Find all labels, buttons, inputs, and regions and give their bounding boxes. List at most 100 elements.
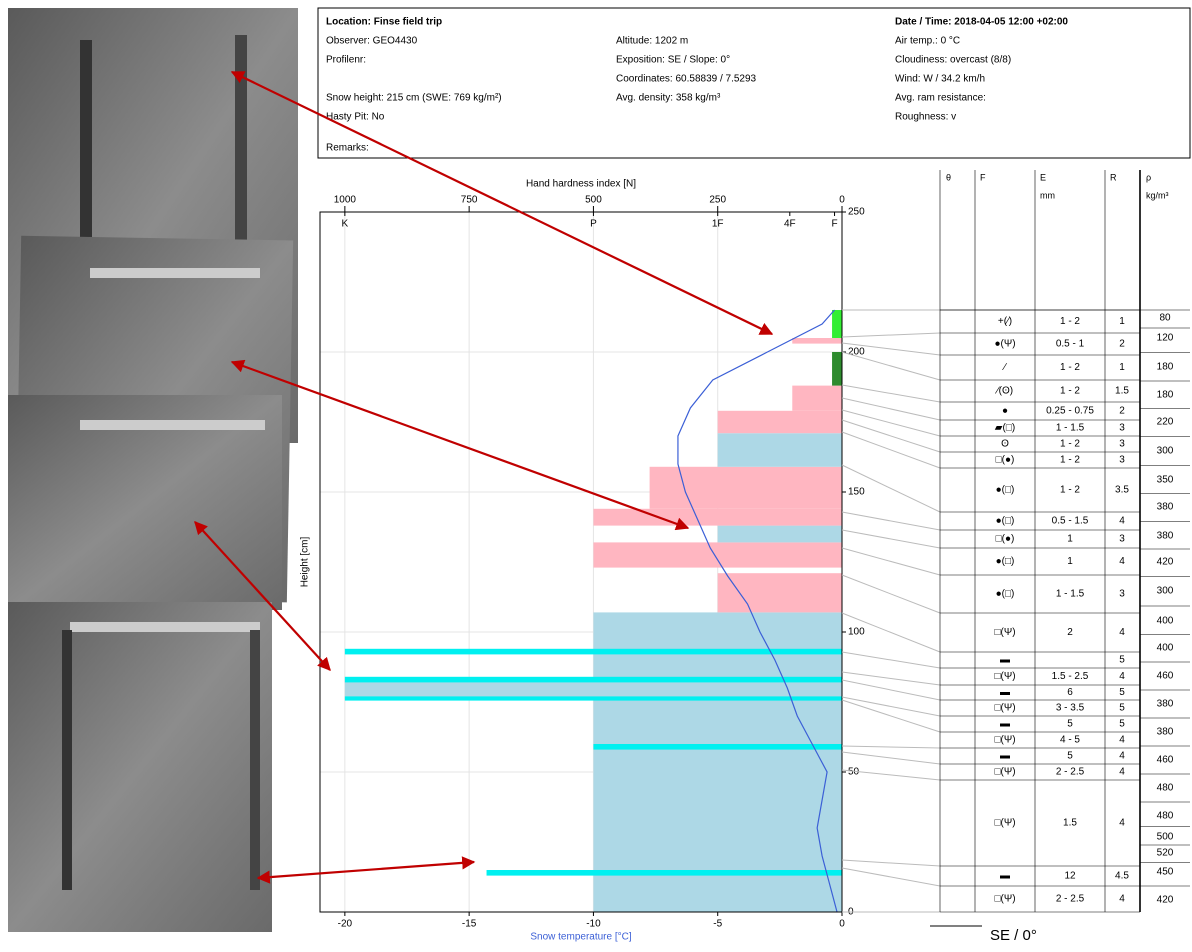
hardness-tick-label: F xyxy=(831,219,837,230)
table-cell: □(Ψ) xyxy=(994,735,1015,746)
density-cell: 420 xyxy=(1157,895,1174,906)
connector xyxy=(842,548,940,575)
density-cell: 80 xyxy=(1159,313,1171,324)
connector xyxy=(842,652,940,668)
x2-tick-label: 0 xyxy=(839,195,845,206)
x2-tick-label: 500 xyxy=(585,195,602,206)
table-cell: 2 xyxy=(1067,627,1073,638)
header-field: Profilenr: xyxy=(326,55,366,66)
table-cell: 1 - 1.5 xyxy=(1056,589,1085,600)
table-cell: 5 xyxy=(1067,719,1073,730)
x2-tick-label: 750 xyxy=(461,195,478,206)
table-cell: 1 - 2 xyxy=(1060,455,1080,466)
table-cell: 1.5 - 2.5 xyxy=(1052,671,1089,682)
snow-layer xyxy=(593,612,842,912)
table-cell: 4 xyxy=(1119,767,1125,778)
table-cell: 1 - 2 xyxy=(1060,386,1080,397)
table-cell: ▬ xyxy=(1000,751,1010,762)
table-header: mm xyxy=(1040,190,1055,200)
density-cell: 400 xyxy=(1157,643,1174,654)
header-field: Cloudiness: overcast (8/8) xyxy=(895,55,1011,66)
table-cell: ●(□) xyxy=(996,516,1015,527)
header-field: Avg. ram resistance: xyxy=(895,93,986,104)
table-cell: 2 xyxy=(1119,339,1125,350)
density-cell: 520 xyxy=(1157,848,1174,859)
hardness-tick-label: 4F xyxy=(784,219,796,230)
x2-axis-title: Hand hardness index [N] xyxy=(526,179,636,190)
aspect-label: SE / 0° xyxy=(990,927,1037,944)
table-cell: 1.5 xyxy=(1063,818,1077,829)
table-cell: 1 - 1.5 xyxy=(1056,423,1085,434)
connector xyxy=(842,512,940,530)
snow-layer xyxy=(593,744,842,750)
photo xyxy=(8,602,272,932)
table-header: kg/m³ xyxy=(1146,190,1169,200)
header-field: Altitude: 1202 m xyxy=(616,36,688,47)
table-cell: 3 xyxy=(1119,439,1125,450)
table-cell: □(●) xyxy=(996,534,1015,545)
table-header: F xyxy=(980,172,986,182)
density-cell: 300 xyxy=(1157,446,1174,457)
snow-layer xyxy=(718,411,842,433)
table-cell: 2 - 2.5 xyxy=(1056,767,1085,778)
table-cell: 4 xyxy=(1119,894,1125,905)
photo-frame xyxy=(90,268,260,278)
table-cell: □(●) xyxy=(996,455,1015,466)
density-cell: 480 xyxy=(1157,811,1174,822)
density-cell: 420 xyxy=(1157,557,1174,568)
connector xyxy=(842,420,940,452)
table-cell: □(Ψ) xyxy=(994,671,1015,682)
hardness-tick-label: P xyxy=(590,219,597,230)
snow-layer xyxy=(718,526,842,543)
table-cell: ʘ xyxy=(1001,439,1009,450)
connector xyxy=(842,697,940,716)
connector xyxy=(842,352,940,380)
header-field: Wind: W / 34.2 km/h xyxy=(895,74,985,85)
photos xyxy=(8,8,298,932)
table-cell: 4 xyxy=(1119,627,1125,638)
header-field: Air temp.: 0 °C xyxy=(895,36,960,47)
table-cell: 2 - 2.5 xyxy=(1056,894,1085,905)
table-cell: 3 xyxy=(1119,455,1125,466)
connector xyxy=(842,385,940,402)
connector xyxy=(842,410,940,436)
connector xyxy=(842,860,940,866)
table-header: θ xyxy=(946,172,951,182)
header-field: Date / Time: 2018-04-05 12:00 +02:00 xyxy=(895,17,1068,28)
table-cell: 5 xyxy=(1119,687,1125,698)
table-cell: 1.5 xyxy=(1115,386,1129,397)
snow-layer xyxy=(792,386,842,411)
snow-layer xyxy=(792,338,842,344)
table-cell: 4.5 xyxy=(1115,871,1129,882)
photo-ruler xyxy=(250,630,260,890)
table-cell: 4 xyxy=(1119,516,1125,527)
density-cell: 180 xyxy=(1157,390,1174,401)
y-tick-label: 100 xyxy=(848,627,865,638)
table-cell: 0.5 - 1.5 xyxy=(1052,516,1089,527)
connector xyxy=(842,700,940,732)
table-cell: +(∕) xyxy=(998,316,1012,327)
x-tick-label: -20 xyxy=(338,919,353,930)
table-cell: ▬ xyxy=(1000,719,1010,730)
density-cell: 380 xyxy=(1157,531,1174,542)
snow-layer xyxy=(650,467,842,509)
table-cell: □(Ψ) xyxy=(994,767,1015,778)
snow-layer xyxy=(832,352,842,386)
table-cell: 2 xyxy=(1119,406,1125,417)
density-cell: 120 xyxy=(1157,333,1174,344)
snow-layer xyxy=(345,680,842,700)
density-cell: 450 xyxy=(1157,867,1174,878)
y-axis-title: Height [cm] xyxy=(300,536,311,587)
arrow xyxy=(258,862,474,878)
table-cell: ▬ xyxy=(1000,655,1010,666)
snow-layer xyxy=(593,542,842,567)
header-field: Observer: GEO4430 xyxy=(326,36,418,47)
connector xyxy=(842,746,940,748)
y-tick-label: 50 xyxy=(848,767,860,778)
table-cell: 1 xyxy=(1119,362,1125,373)
x-tick-label: -10 xyxy=(586,919,601,930)
table-cell: ∕(ʘ) xyxy=(994,386,1013,397)
photo-frame xyxy=(70,622,260,632)
table-cell: 3 xyxy=(1119,423,1125,434)
